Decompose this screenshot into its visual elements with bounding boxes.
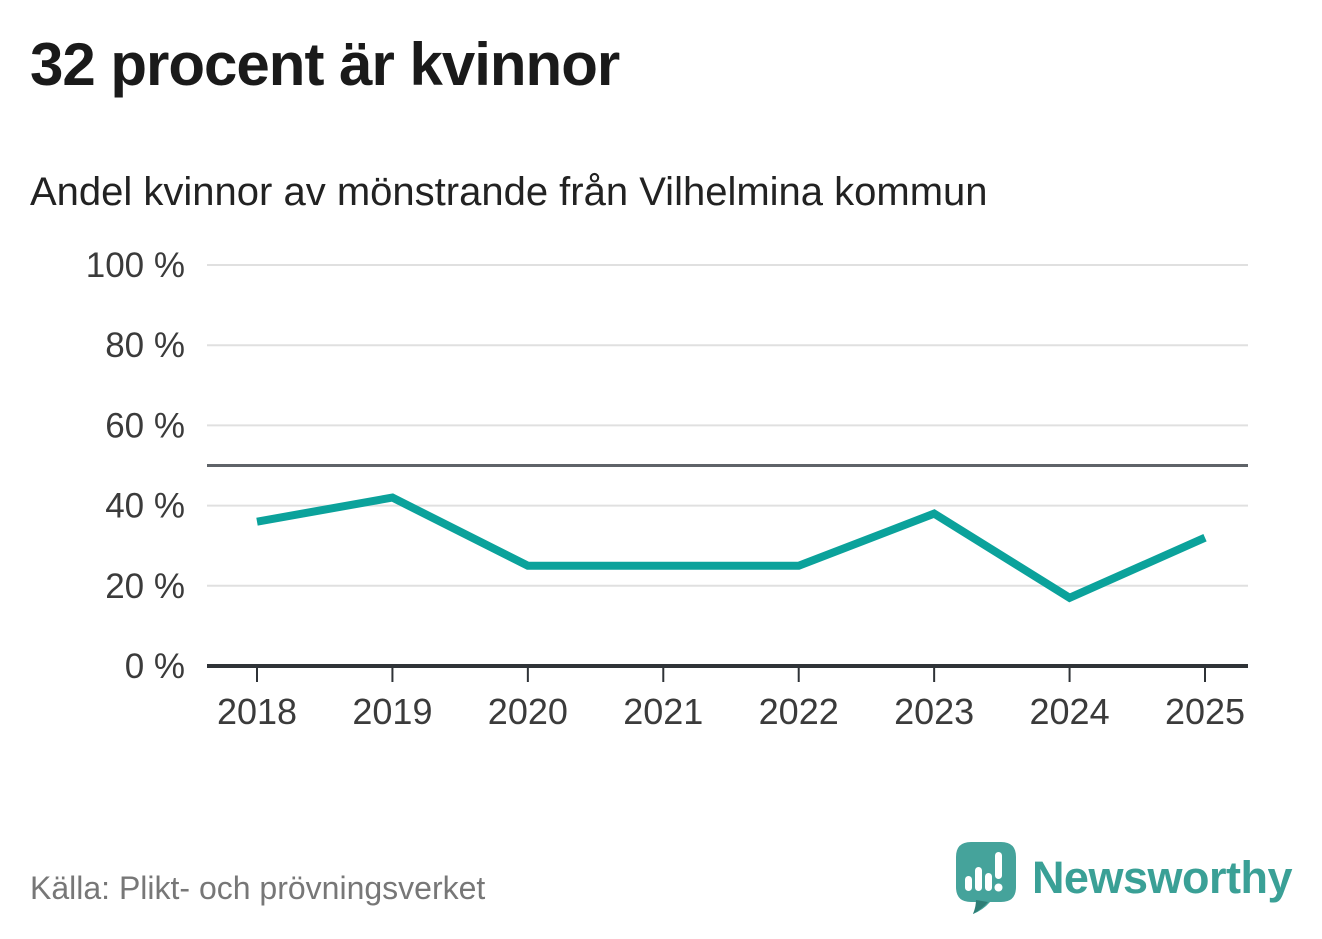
x-tick-label-2021: 2021	[623, 691, 703, 732]
x-tick-label-2019: 2019	[352, 691, 432, 732]
data-line-Andel kvinnor av mönstrande	[256, 493, 1207, 603]
y-tick-label-100: 100 %	[86, 246, 185, 285]
y-tick-label-0: 0 %	[125, 647, 185, 686]
page-title: 32 procent är kvinnor	[30, 31, 620, 98]
line-chart: 0 % 20 % 40 % 60 % 80 % 100 % 2018 2019 2020 2021…	[86, 246, 1248, 732]
x-tick-label-2018: 2018	[217, 691, 297, 732]
x-tick-label-2022: 2022	[759, 691, 839, 732]
x-tick-label-2023: 2023	[894, 691, 974, 732]
y-tick-label-40: 40 %	[105, 487, 185, 526]
x-tick-label-2024: 2024	[1030, 691, 1110, 732]
newsworthy-logo: Newsworthy	[954, 840, 1293, 916]
x-tick-label-2020: 2020	[488, 691, 568, 732]
source-caption: Källa: Plikt- och prövningsverket	[30, 870, 486, 906]
y-tick-label-20: 20 %	[105, 567, 185, 606]
chart-subtitle: Andel kvinnor av mönstrande från Vilhelm…	[30, 170, 988, 214]
y-tick-label-60: 60 %	[105, 406, 185, 445]
x-tick-label-2025: 2025	[1165, 691, 1245, 732]
newsworthy-logo-text: Newsworthy	[1031, 852, 1293, 903]
newsworthy-speech-bubble-bar-chart-icon	[955, 842, 1016, 914]
y-tick-label-80: 80 %	[105, 326, 185, 365]
